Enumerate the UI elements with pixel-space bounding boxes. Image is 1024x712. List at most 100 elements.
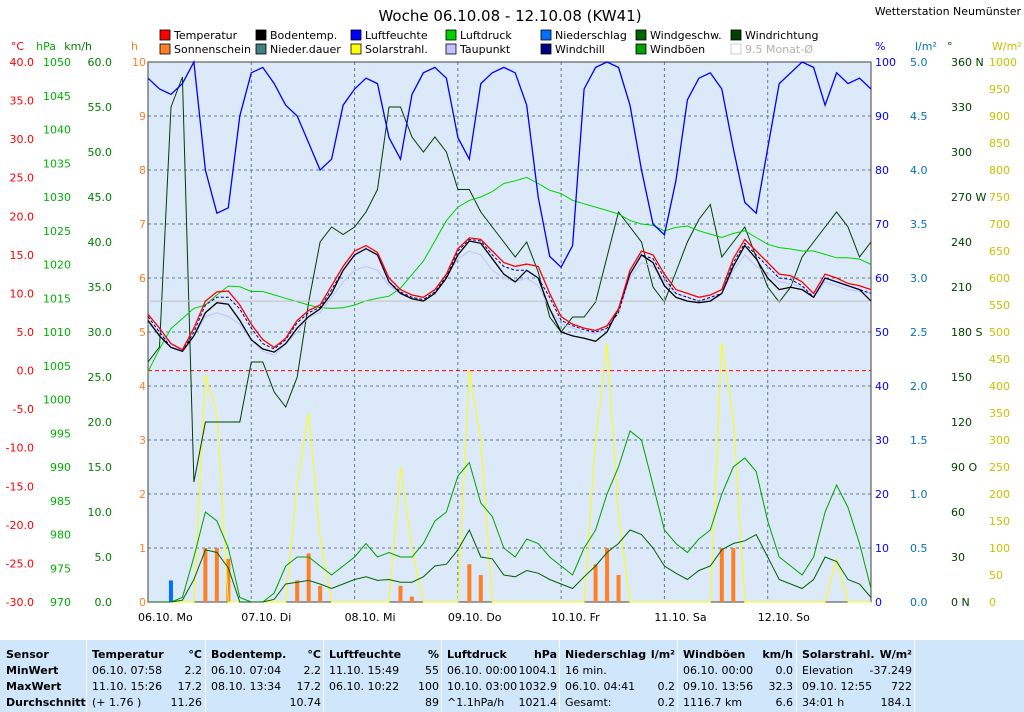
column-header: Luftdruck: [447, 648, 507, 661]
axis-tick-temp: 40.0: [10, 56, 35, 69]
cell-label: 06.10. 00:00: [447, 664, 518, 677]
axis-tick-humidity: 70: [875, 218, 889, 231]
legend-swatch: [540, 43, 552, 55]
axis-tick-direction: 30: [951, 551, 965, 564]
day-tick-label: 11.10. Sa: [654, 611, 706, 624]
axis-tick-temp: -15.0: [6, 480, 34, 493]
cell-label: (+ 1.76 ): [92, 696, 142, 709]
axis-tick-temp: -30.0: [6, 596, 34, 609]
axis-tick-humidity: 20: [875, 488, 889, 501]
series-line-taupunkt: [147, 250, 872, 356]
cell-label: 06.10. 07:58: [92, 664, 163, 677]
table-column: Solarstrahl. W/m² Elevation -37.249 09.10. 1…: [802, 640, 912, 712]
axis-tick-wind: 20.0: [88, 416, 113, 429]
cell-value: 0.0: [775, 664, 794, 677]
legend-label: Bodentemp.: [270, 29, 337, 42]
axis-tick-direction: 270 W: [951, 191, 986, 204]
axis-tick-temp: 25.0: [10, 172, 35, 185]
axis-tick-solar: 650: [989, 245, 1010, 258]
bar-sonnenschein: [478, 575, 483, 602]
legend-label: Niederschlag: [555, 29, 627, 42]
bar-sonnenschein: [719, 548, 724, 602]
axis-tick-solar: 850: [989, 137, 1010, 150]
axis-tick-solar: 950: [989, 83, 1010, 96]
axis-tick-direction: 240: [951, 236, 972, 249]
rowlabel-sensor: Sensor: [6, 648, 49, 661]
axis-tick-solar: 300: [989, 434, 1010, 447]
rowlabel-max: MaxWert: [6, 680, 62, 693]
day-tick-label: 12.10. So: [758, 611, 810, 624]
bar-sonnenschein: [306, 553, 311, 602]
axis-unit-direction: °: [947, 40, 953, 53]
axis-tick-hours: 10: [132, 56, 146, 69]
axis-tick-humidity: 30: [875, 434, 889, 447]
series-line-luftfeuchte: [147, 59, 872, 269]
axis-tick-direction: 360 N: [951, 56, 984, 69]
cell-label: 10.10. 03:00: [447, 680, 518, 693]
cell-label: 08.10. 13:34: [211, 680, 282, 693]
bar-sonnenschein: [409, 596, 414, 602]
axis-tick-pressure: 975: [50, 562, 71, 575]
axis-tick-hours: 9: [139, 110, 146, 123]
table-column: Windböen km/h 06.10. 00:00 0.0 09.10. 13:56 3…: [683, 640, 793, 712]
legend-label: Taupunkt: [459, 43, 511, 56]
cell-value: 11.26: [170, 696, 203, 709]
axis-tick-hours: 8: [139, 164, 146, 177]
cell-value: 1004.1: [518, 664, 558, 677]
axis-tick-direction: 120: [951, 416, 972, 429]
axis-tick-solar: 50: [989, 569, 1003, 582]
axis-tick-solar: 250: [989, 461, 1010, 474]
chart-title: Woche 06.10.08 - 12.10.08 (KW41): [378, 7, 641, 25]
axis-tick-wind: 45.0: [88, 191, 113, 204]
cell-label: 11.10. 15:26: [92, 680, 163, 693]
day-tick-label: 06.10. Mo: [138, 611, 193, 624]
legend-swatch: [350, 29, 362, 41]
column-header: Solarstrahl.: [802, 648, 875, 661]
cell-label: Elevation: [802, 664, 854, 677]
cell-label: 1116.7 km: [683, 696, 743, 709]
cell-label: ^1.1hPa/h: [447, 696, 505, 709]
axis-tick-pressure: 1010: [43, 326, 71, 339]
cell-value: 1021.4: [518, 696, 558, 709]
day-tick-label: 08.10. Mi: [345, 611, 396, 624]
station-name: Wetterstation Neumünster: [875, 5, 1022, 18]
table-divider: [559, 640, 560, 712]
axis-tick-humidity: 50: [875, 326, 889, 339]
axis-tick-solar: 150: [989, 515, 1010, 528]
table-column: Bodentemp. °C 06.10. 07:04 2.2 08.10. 13:34 1…: [211, 640, 321, 712]
column-header: Niederschlag: [565, 648, 647, 661]
rowlabel-min: MinWert: [6, 664, 59, 677]
axis-tick-direction: 0 N: [951, 596, 970, 609]
axis-unit-temp: °C: [11, 40, 25, 53]
cell-value: 89: [425, 696, 439, 709]
bar-sonnenschein: [731, 548, 736, 602]
axis-tick-humidity: 40: [875, 380, 889, 393]
axis-tick-wind: 15.0: [88, 461, 113, 474]
cell-label: 09.10. 13:56: [683, 680, 754, 693]
series-group: [147, 59, 872, 603]
cell-value: 100: [418, 680, 439, 693]
table-rowlabels: Sensor MinWert MaxWert Durchschnitt: [0, 640, 86, 712]
axis-tick-temp: 5.0: [17, 326, 35, 339]
axis-tick-rain: 4.5: [910, 110, 928, 123]
axis-tick-hours: 1: [139, 542, 146, 555]
axis-tick-temp: 10.0: [10, 287, 35, 300]
series-line-bodentemp-: [147, 240, 872, 353]
axis-tick-wind: 25.0: [88, 371, 113, 384]
legend-swatch: [730, 29, 742, 41]
weather-chart: Woche 06.10.08 - 12.10.08 (KW41) Wetters…: [5, 5, 1022, 624]
axis-tick-hours: 3: [139, 434, 146, 447]
axis-tick-rain: 2.5: [910, 326, 928, 339]
axis-tick-temp: -25.0: [6, 557, 34, 570]
column-header: Temperatur: [92, 648, 164, 661]
column-unit: °C: [188, 648, 202, 661]
axis-tick-humidity: 0: [875, 596, 882, 609]
series-line-windchill: [147, 238, 872, 352]
axis-tick-hours: 4: [139, 380, 146, 393]
axes-group: 06.10. Mo 07.10. Di 08.10. Mi 09.10. Do 10.1…: [6, 40, 1022, 624]
cell-value: 2.2: [303, 664, 322, 677]
axis-tick-hours: 0: [139, 596, 146, 609]
axis-tick-temp: -10.0: [6, 442, 34, 455]
legend-swatch: [159, 43, 171, 55]
day-tick-label: 07.10. Di: [241, 611, 291, 624]
